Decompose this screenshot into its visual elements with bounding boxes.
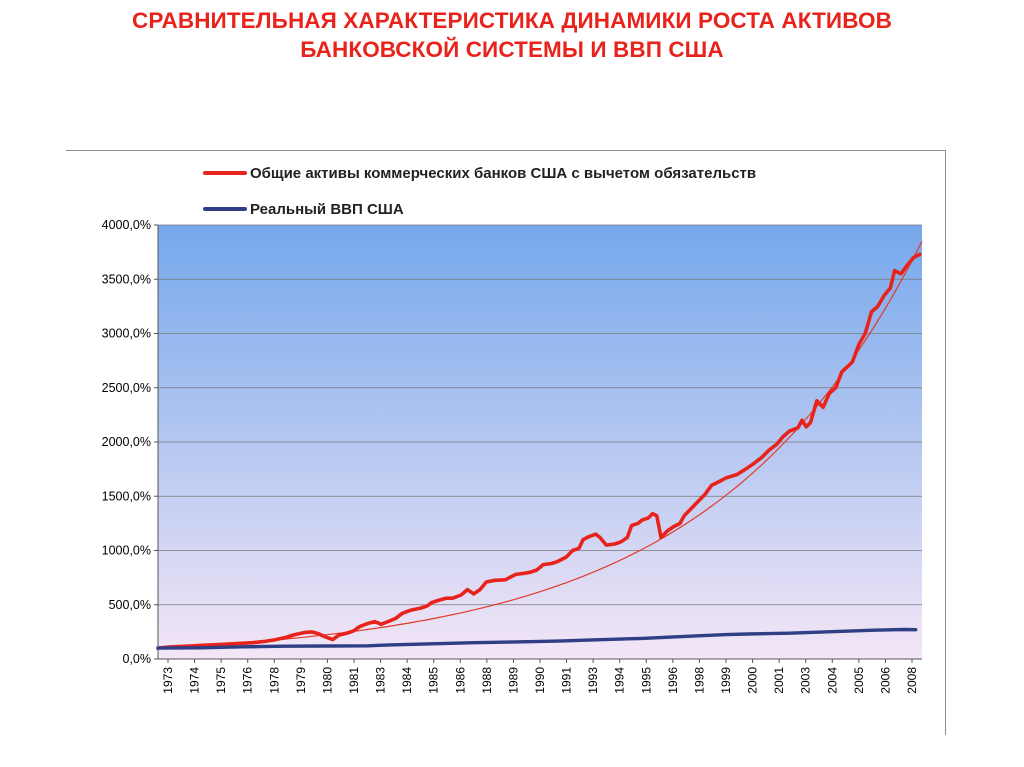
x-tick-label: 2006 bbox=[878, 667, 892, 694]
legend-label-assets: Общие активы коммерческих банков США с в… bbox=[250, 165, 756, 182]
series-line-assets bbox=[156, 252, 922, 650]
y-tick-label: 2000,0% bbox=[102, 435, 151, 449]
slide-title-line-2: БАНКОВСКОЙ СИСТЕМЫ И ВВП США bbox=[300, 37, 724, 62]
x-tick-label: 1994 bbox=[613, 667, 627, 694]
gridlines bbox=[158, 224, 922, 606]
x-tick-label: 1988 bbox=[480, 667, 494, 694]
y-tick-label: 0,0% bbox=[123, 652, 152, 666]
y-tick-label: 2500,0% bbox=[102, 381, 151, 395]
y-tick-label: 3000,0% bbox=[102, 327, 151, 341]
x-tick-label: 1999 bbox=[719, 667, 733, 694]
x-tick-label: 2004 bbox=[825, 667, 839, 694]
x-tick-label: 1991 bbox=[560, 667, 574, 694]
y-tick-label: 4000,0% bbox=[102, 218, 151, 232]
y-tick-label: 500,0% bbox=[109, 598, 151, 612]
x-tick-label: 1978 bbox=[267, 667, 281, 694]
x-tick-label: 2000 bbox=[746, 667, 760, 694]
series-layer bbox=[156, 241, 923, 650]
x-axis: 1973 1974 1975 1976 1978 1979 1980 1981 1983 1984… bbox=[158, 658, 922, 694]
legend: Общие активы коммерческих банков США с в… bbox=[203, 165, 756, 218]
x-tick-label: 1985 bbox=[427, 667, 441, 694]
x-tick-label: 2005 bbox=[852, 667, 866, 694]
chart-frame: Общие активы коммерческих банков США с в… bbox=[66, 150, 946, 735]
x-tick-label: 1979 bbox=[294, 667, 308, 694]
x-tick-label: 1980 bbox=[320, 667, 334, 694]
x-tick-label: 2008 bbox=[905, 667, 919, 694]
x-tick-label: 2003 bbox=[799, 667, 813, 694]
y-tick-label: 1000,0% bbox=[102, 544, 151, 558]
series-line-gdp bbox=[156, 627, 918, 650]
x-tick-label: 1986 bbox=[453, 667, 467, 694]
legend-label-gdp: Реальный ВВП США bbox=[250, 201, 404, 218]
y-axis: 0,0% 500,0% 1000,0% 1500,0% 2000,0% 2500,0% 30… bbox=[102, 218, 159, 666]
x-tick-label: 1973 bbox=[161, 667, 175, 694]
x-tick-label: 1989 bbox=[506, 667, 520, 694]
y-tick-label: 1500,0% bbox=[102, 489, 151, 503]
x-tick-label: 1975 bbox=[214, 667, 228, 694]
x-tick-label: 1974 bbox=[188, 667, 202, 694]
x-tick-label: 1995 bbox=[639, 667, 653, 694]
y-tick-label: 3500,0% bbox=[102, 272, 151, 286]
chart: Общие активы коммерческих банков США с в… bbox=[102, 165, 923, 694]
x-tick-label: 2001 bbox=[772, 667, 786, 694]
x-tick-label: 1981 bbox=[347, 667, 361, 694]
slide-title-line-1: СРАВНИТЕЛЬНАЯ ХАРАКТЕРИСТИКА ДИНАМИКИ РО… bbox=[132, 8, 892, 33]
slide-title: СРАВНИТЕЛЬНАЯ ХАРАКТЕРИСТИКА ДИНАМИКИ РО… bbox=[0, 6, 1024, 64]
x-tick-label: 1990 bbox=[533, 667, 547, 694]
x-tick-label: 1996 bbox=[666, 667, 680, 694]
x-tick-label: 1998 bbox=[692, 667, 706, 694]
x-tick-label: 1993 bbox=[586, 667, 600, 694]
x-tick-label: 1983 bbox=[374, 667, 388, 694]
x-tick-label: 1984 bbox=[400, 667, 414, 694]
x-tick-label: 1976 bbox=[241, 667, 255, 694]
